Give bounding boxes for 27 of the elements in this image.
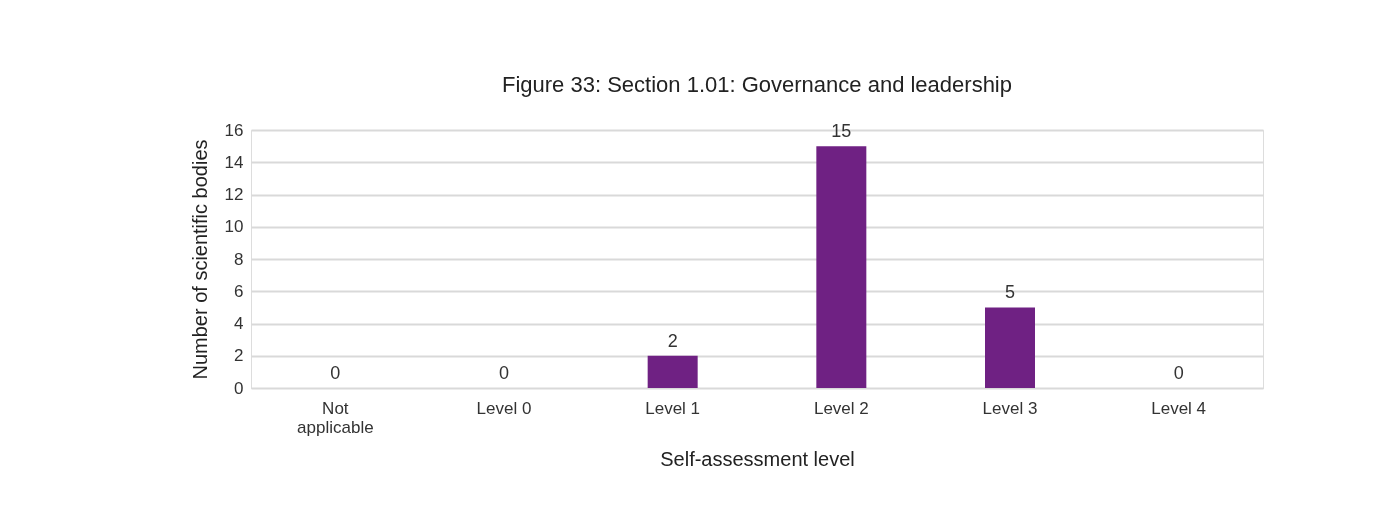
bar bbox=[647, 355, 698, 388]
x-tick-label: Not applicable bbox=[297, 398, 374, 437]
y-tick-label: 10 bbox=[224, 217, 244, 237]
y-tick-label: 16 bbox=[224, 120, 244, 140]
data-label: 0 bbox=[1173, 363, 1184, 383]
y-tick-label: 0 bbox=[234, 378, 244, 398]
data-label: 2 bbox=[667, 330, 678, 351]
data-label: 0 bbox=[498, 363, 510, 383]
x-tick-label: Level 1 bbox=[645, 398, 701, 418]
x-tick-label: Level 4 bbox=[1151, 398, 1207, 418]
bar bbox=[816, 146, 867, 388]
data-label: 5 bbox=[1004, 282, 1016, 303]
y-tick-label: 6 bbox=[234, 281, 244, 301]
data-label: 15 bbox=[831, 121, 852, 142]
y-tick-label: 2 bbox=[234, 346, 244, 366]
chart-title: Figure 33: Section 1.01: Governance and leadership bbox=[502, 72, 1012, 97]
x-axis-title: Self-assessment level bbox=[660, 447, 855, 470]
x-tick-label: Level 3 bbox=[982, 398, 1038, 418]
y-tick-label: 14 bbox=[224, 152, 244, 172]
y-tick-label: 12 bbox=[224, 185, 244, 204]
data-label: 0 bbox=[330, 363, 341, 383]
y-axis-title: Number of scientific bodies bbox=[188, 139, 211, 380]
x-tick-label: Level 0 bbox=[476, 398, 532, 418]
x-tick-label: Level 2 bbox=[813, 398, 869, 418]
y-tick-label: 4 bbox=[234, 314, 244, 333]
bar bbox=[985, 307, 1035, 388]
y-tick-label: 8 bbox=[234, 249, 244, 269]
